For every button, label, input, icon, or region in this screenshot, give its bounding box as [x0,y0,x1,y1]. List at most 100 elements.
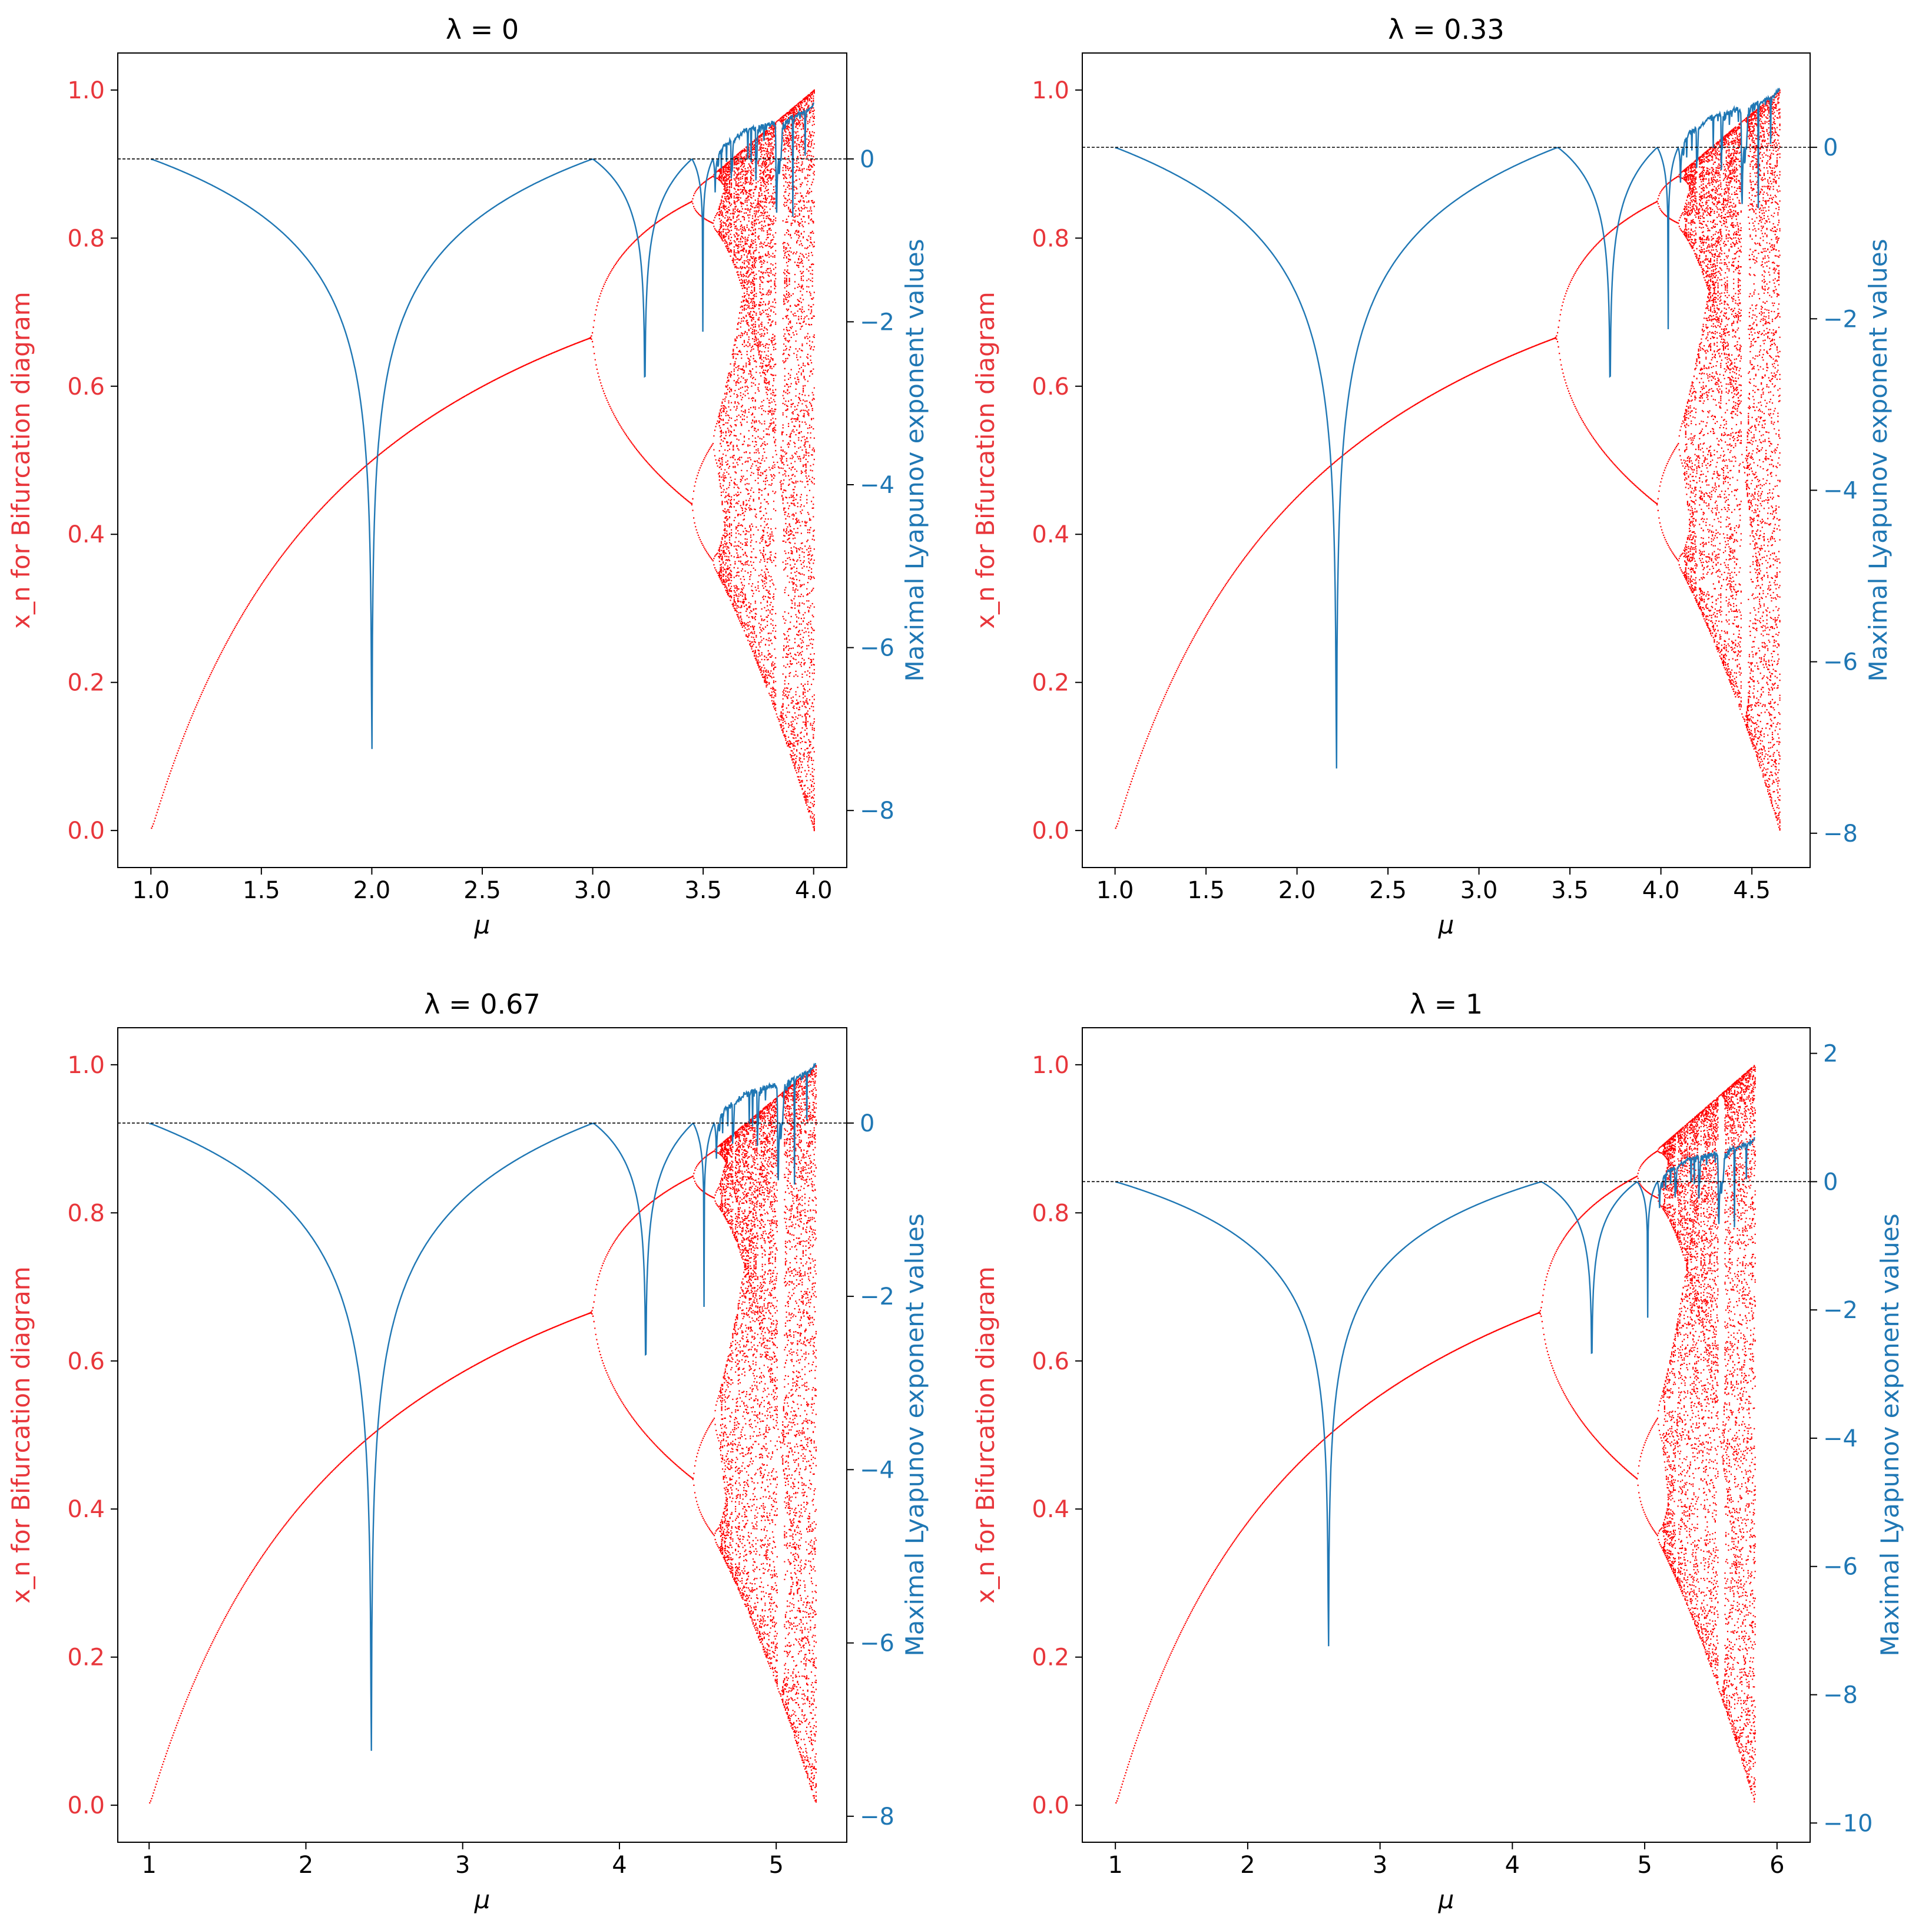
y-right-axis-label: Maximal Lyapunov exponent values [900,1214,929,1657]
y-right-tick-label: −2 [1823,306,1858,333]
y-left-tick-label: 0.8 [67,225,105,252]
y-right-tick-label: 2 [1823,1041,1838,1068]
plot-frame [117,1027,847,1843]
y-left-tick-label: 1.0 [67,77,105,104]
x-tick-label: 3.5 [1551,877,1589,904]
x-tick-label: 5 [768,1852,783,1879]
y-left-tick-label: 0.4 [67,1496,105,1523]
x-axis-label: μ [1438,1885,1454,1914]
bifurcation-series [149,1065,817,1804]
y-right-tick-label: 0 [860,1110,874,1137]
y-left-tick-label: 0.8 [1032,225,1069,252]
y-left-axis-label: x_n for Bifurcation diagram [971,1266,1000,1603]
y-left-tick-label: 0.0 [67,1792,105,1819]
y-left-tick-label: 0.6 [1032,1348,1069,1375]
x-tick-label: 2 [299,1852,313,1879]
chart-title: λ = 0.67 [424,988,540,1020]
bifurcation-points [149,1065,817,1804]
x-tick-label: 1.5 [1187,877,1225,904]
y-right-tick-label: −6 [860,635,894,662]
y-left-tick-label: 0.0 [1032,817,1069,845]
y-left-tick-label: 0.8 [67,1200,105,1227]
y-right-tick-label: −8 [1823,820,1858,848]
lyapunov-series [1115,87,1780,769]
x-tick-label: 3.5 [684,877,722,904]
y-left-tick-label: 0.2 [1032,1644,1069,1671]
plot-frame [1082,1027,1811,1843]
y-left-tick-label: 0.6 [67,1348,105,1375]
plot-frame [1082,52,1811,868]
bifurcation-series [1115,1065,1756,1804]
y-right-tick-label: −2 [1823,1297,1858,1324]
y-right-tick-label: −4 [860,472,894,499]
x-axis-label: μ [474,1885,491,1914]
y-left-axis-label: x_n for Bifurcation diagram [6,1266,35,1603]
y-left-tick-label: 0.4 [1032,1496,1069,1523]
y-right-tick-label: −8 [1823,1682,1858,1709]
x-tick-label: 4.0 [1642,877,1680,904]
x-tick-label: 4.0 [795,877,833,904]
y-right-tick-label: −8 [860,797,894,825]
y-right-tick-label: −8 [860,1803,894,1830]
x-tick-label: 4.5 [1733,877,1771,904]
y-left-axis-label: x_n for Bifurcation diagram [971,292,1000,628]
y-left-tick-label: 0.0 [67,817,105,845]
lyapunov-series [149,1062,816,1751]
panel-3: 1 2 3 4 5 0.0 0.2 0.4 0.6 0.8 1.0 −8 −6 −4 −2 0 λ = 0.67… [6,988,929,1914]
y-right-tick-label: 0 [860,146,874,173]
y-right-tick-label: −6 [1823,1554,1858,1581]
lyapunov-series [1115,1137,1755,1647]
bifurcation-points [1115,90,1781,831]
y-right-tick-label: −6 [860,1630,894,1657]
x-tick-label: 2.5 [1369,877,1407,904]
x-tick-label: 3.0 [1460,877,1498,904]
x-tick-label: 2 [1240,1852,1255,1879]
y-left-axis-label: x_n for Bifurcation diagram [6,292,35,628]
y-left-tick-label: 0.2 [1032,670,1069,697]
y-left-tick-label: 0.2 [67,1644,105,1671]
chart-title: λ = 1 [1410,988,1483,1020]
x-tick-label: 1.5 [243,877,280,904]
x-tick-label: 1.0 [132,877,170,904]
panel-1: 1.0 1.5 2.0 2.5 3.0 3.5 4.0 0.0 0.2 0.4 0.6 0.8 1.0 −… [6,14,929,939]
x-tick-label: 1 [142,1852,157,1879]
y-right-tick-label: −2 [860,309,894,336]
x-tick-label: 5 [1637,1852,1652,1879]
y-right-tick-label: −6 [1823,649,1858,676]
x-tick-label: 3 [1373,1852,1387,1879]
y-left-tick-label: 0.4 [1032,521,1069,548]
y-right-tick-label: 0 [1823,134,1838,161]
panel-4: 1 2 3 4 5 6 0.0 0.2 0.4 0.6 0.8 1.0 −10 −8 −6 −4 −2 0 2 λ =… [971,988,1904,1914]
x-axis-label: μ [1438,911,1454,939]
x-axis-label: μ [474,911,491,939]
x-tick-label: 4 [612,1852,627,1879]
lyapunov-series [151,102,814,749]
y-left-tick-label: 0.4 [67,521,105,548]
x-tick-label: 1.0 [1096,877,1134,904]
y-right-tick-label: 0 [1823,1168,1838,1196]
lyapunov-curve [149,1062,816,1751]
x-tick-label: 3 [455,1852,470,1879]
x-tick-label: 2.5 [463,877,501,904]
y-right-axis-label: Maximal Lyapunov exponent values [1864,239,1893,682]
y-left-tick-label: 1.0 [67,1052,105,1079]
bifurcation-points [151,89,815,832]
x-tick-label: 6 [1769,1852,1784,1879]
y-left-tick-label: 0.0 [1032,1792,1069,1819]
bifurcation-series [1115,90,1781,831]
y-right-axis-label: Maximal Lyapunov exponent values [1875,1214,1904,1657]
y-left-tick-label: 0.2 [67,670,105,697]
x-tick-label: 4 [1505,1852,1520,1879]
y-left-tick-label: 1.0 [1032,77,1069,104]
y-right-tick-label: −2 [860,1283,894,1310]
y-left-tick-label: 0.6 [67,373,105,400]
chart-title: λ = 0 [446,14,519,45]
y-right-tick-label: −10 [1823,1810,1873,1837]
y-right-tick-label: −4 [1823,1425,1858,1452]
y-right-tick-label: −4 [1823,477,1858,504]
bifurcation-points [1115,1065,1756,1804]
x-tick-label: 3.0 [574,877,612,904]
x-tick-label: 1 [1108,1852,1122,1879]
y-right-tick-label: −4 [860,1456,894,1484]
